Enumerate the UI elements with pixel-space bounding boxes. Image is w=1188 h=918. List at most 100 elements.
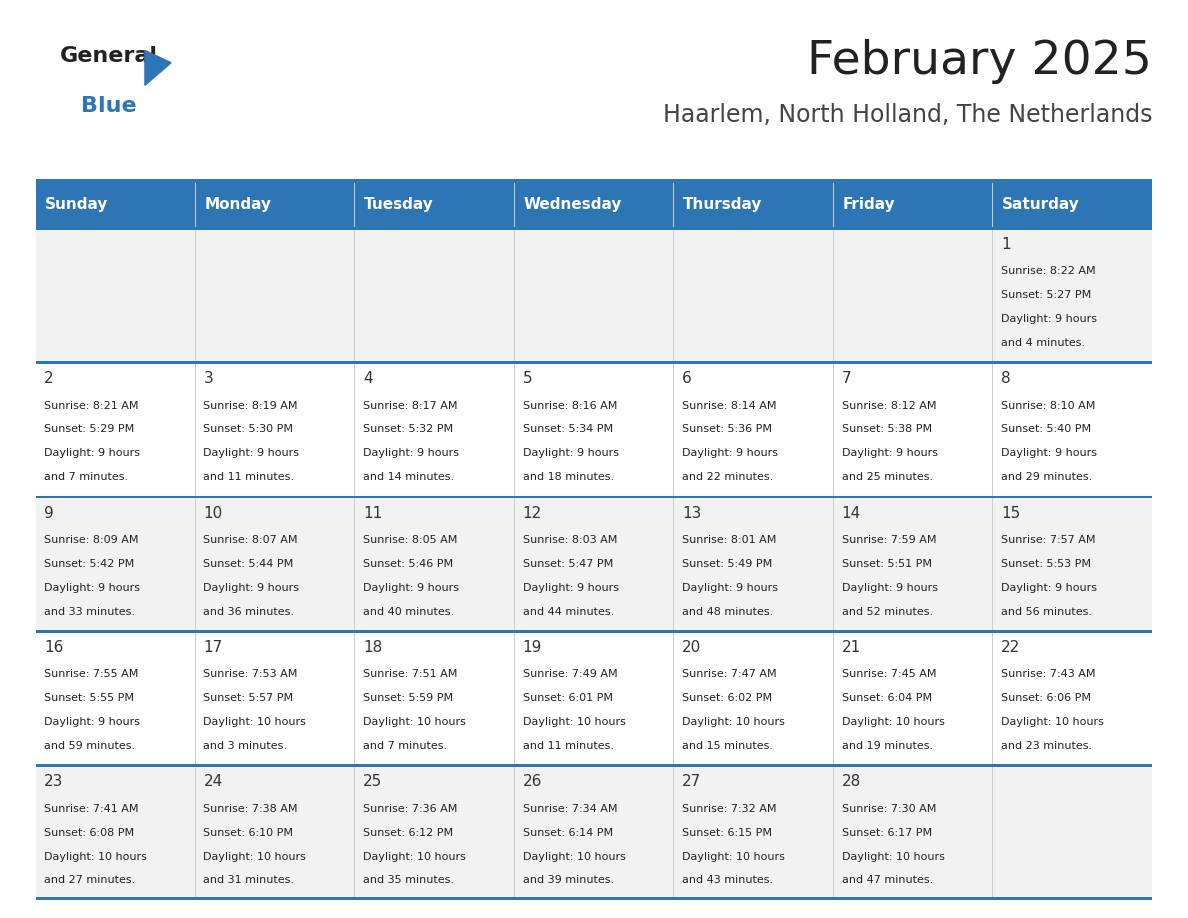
Text: 3: 3 [203, 371, 213, 386]
Text: February 2025: February 2025 [808, 39, 1152, 84]
Text: and 52 minutes.: and 52 minutes. [841, 607, 933, 617]
Text: 16: 16 [44, 640, 63, 655]
Text: Sunset: 5:47 PM: Sunset: 5:47 PM [523, 559, 613, 569]
Text: Saturday: Saturday [1003, 197, 1080, 212]
Text: Sunday: Sunday [45, 197, 108, 212]
Bar [36, 496, 1152, 498]
Text: and 36 minutes.: and 36 minutes. [203, 607, 295, 617]
Text: 22: 22 [1001, 640, 1020, 655]
Text: Daylight: 10 hours: Daylight: 10 hours [44, 852, 147, 861]
Text: Daylight: 10 hours: Daylight: 10 hours [841, 717, 944, 727]
Text: and 23 minutes.: and 23 minutes. [1001, 741, 1092, 751]
Text: Sunrise: 8:09 AM: Sunrise: 8:09 AM [44, 535, 139, 545]
Text: Sunset: 5:57 PM: Sunset: 5:57 PM [203, 693, 293, 703]
Text: Daylight: 9 hours: Daylight: 9 hours [1001, 583, 1098, 593]
Text: 27: 27 [682, 775, 701, 789]
Text: 21: 21 [841, 640, 861, 655]
Text: 28: 28 [841, 775, 861, 789]
Text: Sunrise: 8:01 AM: Sunrise: 8:01 AM [682, 535, 777, 545]
Text: Daylight: 10 hours: Daylight: 10 hours [523, 852, 625, 861]
Text: Sunset: 5:51 PM: Sunset: 5:51 PM [841, 559, 931, 569]
Text: Daylight: 9 hours: Daylight: 9 hours [682, 448, 778, 458]
Text: Sunset: 5:49 PM: Sunset: 5:49 PM [682, 559, 772, 569]
Text: Daylight: 10 hours: Daylight: 10 hours [203, 717, 307, 727]
Text: and 15 minutes.: and 15 minutes. [682, 741, 773, 751]
Text: Sunrise: 8:14 AM: Sunrise: 8:14 AM [682, 400, 777, 410]
Text: Daylight: 9 hours: Daylight: 9 hours [682, 583, 778, 593]
Text: and 35 minutes.: and 35 minutes. [364, 876, 454, 885]
Text: 10: 10 [203, 506, 222, 521]
Text: 26: 26 [523, 775, 542, 789]
Text: Daylight: 9 hours: Daylight: 9 hours [1001, 314, 1098, 324]
Text: Daylight: 9 hours: Daylight: 9 hours [364, 583, 459, 593]
Text: Daylight: 9 hours: Daylight: 9 hours [523, 448, 619, 458]
Text: Friday: Friday [842, 197, 896, 212]
Text: Sunrise: 7:59 AM: Sunrise: 7:59 AM [841, 535, 936, 545]
Text: Sunset: 6:12 PM: Sunset: 6:12 PM [364, 828, 453, 837]
Text: General: General [59, 46, 157, 66]
Bar [36, 182, 1152, 228]
Text: 13: 13 [682, 506, 701, 521]
Text: Sunset: 5:59 PM: Sunset: 5:59 PM [364, 693, 453, 703]
Text: Sunset: 5:32 PM: Sunset: 5:32 PM [364, 424, 453, 434]
Text: 2: 2 [44, 371, 53, 386]
Text: Sunrise: 8:03 AM: Sunrise: 8:03 AM [523, 535, 617, 545]
Text: 11: 11 [364, 506, 383, 521]
Text: Sunset: 5:55 PM: Sunset: 5:55 PM [44, 693, 134, 703]
Text: Sunset: 5:34 PM: Sunset: 5:34 PM [523, 424, 613, 434]
Bar [36, 630, 1152, 633]
Text: Daylight: 10 hours: Daylight: 10 hours [364, 852, 466, 861]
Bar [833, 182, 834, 900]
Text: Sunrise: 7:47 AM: Sunrise: 7:47 AM [682, 669, 777, 679]
Text: Daylight: 10 hours: Daylight: 10 hours [682, 717, 785, 727]
Text: Sunset: 5:42 PM: Sunset: 5:42 PM [44, 559, 134, 569]
Text: and 39 minutes.: and 39 minutes. [523, 876, 614, 885]
Text: and 27 minutes.: and 27 minutes. [44, 876, 135, 885]
Text: Daylight: 9 hours: Daylight: 9 hours [523, 583, 619, 593]
Text: Sunset: 6:02 PM: Sunset: 6:02 PM [682, 693, 772, 703]
Text: 25: 25 [364, 775, 383, 789]
Text: and 43 minutes.: and 43 minutes. [682, 876, 773, 885]
Bar [354, 182, 355, 900]
Text: and 25 minutes.: and 25 minutes. [841, 472, 933, 482]
Bar [36, 362, 1152, 497]
Text: Sunrise: 8:16 AM: Sunrise: 8:16 AM [523, 400, 617, 410]
Text: and 7 minutes.: and 7 minutes. [44, 472, 128, 482]
Bar [195, 182, 196, 900]
Text: Sunrise: 7:51 AM: Sunrise: 7:51 AM [364, 669, 457, 679]
Text: 1: 1 [1001, 237, 1011, 252]
Bar [36, 228, 1152, 362]
Bar [36, 227, 1152, 230]
Text: and 19 minutes.: and 19 minutes. [841, 741, 933, 751]
Text: 19: 19 [523, 640, 542, 655]
Text: Sunset: 6:04 PM: Sunset: 6:04 PM [841, 693, 931, 703]
Text: Sunrise: 7:30 AM: Sunrise: 7:30 AM [841, 804, 936, 813]
Text: Daylight: 9 hours: Daylight: 9 hours [44, 717, 140, 727]
Text: Daylight: 9 hours: Daylight: 9 hours [44, 448, 140, 458]
Bar [36, 631, 1152, 766]
Text: Daylight: 9 hours: Daylight: 9 hours [203, 583, 299, 593]
Text: and 56 minutes.: and 56 minutes. [1001, 607, 1092, 617]
Text: Daylight: 10 hours: Daylight: 10 hours [1001, 717, 1104, 727]
Polygon shape [145, 50, 171, 85]
Text: Sunrise: 7:49 AM: Sunrise: 7:49 AM [523, 669, 618, 679]
Text: Sunset: 6:06 PM: Sunset: 6:06 PM [1001, 693, 1091, 703]
Text: and 29 minutes.: and 29 minutes. [1001, 472, 1093, 482]
Text: Sunrise: 7:53 AM: Sunrise: 7:53 AM [203, 669, 298, 679]
Text: Daylight: 9 hours: Daylight: 9 hours [203, 448, 299, 458]
Text: 20: 20 [682, 640, 701, 655]
Text: Sunset: 5:40 PM: Sunset: 5:40 PM [1001, 424, 1092, 434]
Text: 8: 8 [1001, 371, 1011, 386]
Text: Thursday: Thursday [683, 197, 763, 212]
Text: and 4 minutes.: and 4 minutes. [1001, 338, 1086, 348]
Text: 5: 5 [523, 371, 532, 386]
Text: Sunrise: 7:34 AM: Sunrise: 7:34 AM [523, 804, 617, 813]
Text: 23: 23 [44, 775, 63, 789]
Text: 7: 7 [841, 371, 852, 386]
Text: 12: 12 [523, 506, 542, 521]
Text: and 48 minutes.: and 48 minutes. [682, 607, 773, 617]
Text: Daylight: 10 hours: Daylight: 10 hours [364, 717, 466, 727]
Text: and 59 minutes.: and 59 minutes. [44, 741, 135, 751]
Text: 15: 15 [1001, 506, 1020, 521]
Text: Daylight: 9 hours: Daylight: 9 hours [1001, 448, 1098, 458]
